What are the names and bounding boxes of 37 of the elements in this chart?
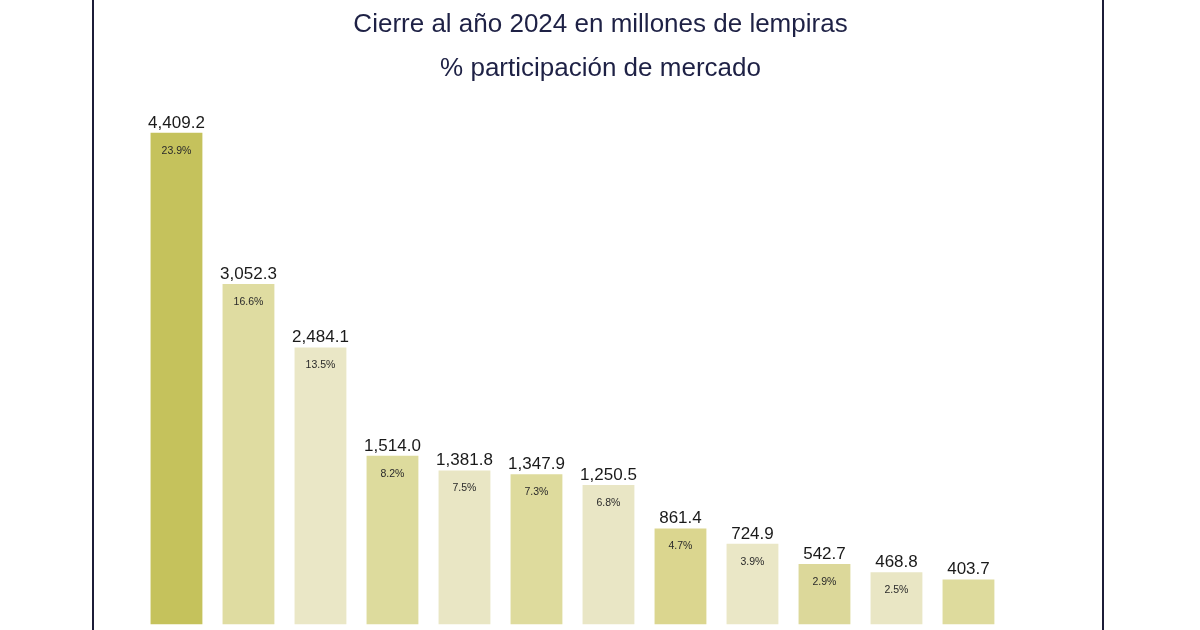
data-label: 1,514.0 [364,435,421,455]
data-label: 1,381.8 [436,450,493,470]
bar [582,485,635,625]
bar [942,579,995,625]
annotation: 16.6% [233,295,264,308]
chart-subtitle: % participación de mercado [440,51,761,82]
data-label: 542.7 [803,543,846,563]
annotation: 2.9% [812,574,837,587]
bar [150,132,203,625]
data-label: 724.9 [731,523,774,543]
annotation: 8.2% [380,466,405,479]
bar [222,284,275,625]
data-label: 2,484.1 [292,327,349,347]
data-label: 3,052.3 [220,264,277,284]
annotation: 3.9% [740,554,765,567]
annotation: 13.5% [305,358,336,371]
annotation: 23.9% [161,143,192,156]
bar [438,470,491,625]
annotation: 6.8% [596,496,621,509]
bar [366,455,419,625]
bar [294,347,347,625]
annotation: 4.7% [668,539,693,552]
data-label: 861.4 [659,508,702,528]
data-label: 4,409.2 [148,112,205,132]
annotation: 7.5% [452,481,477,494]
bar [726,543,779,625]
chart-title: Cierre al año 2024 en millones de lempiras [353,7,848,38]
data-label: 1,250.5 [580,465,637,485]
data-label: 1,347.9 [508,454,565,474]
data-label: 468.8 [875,552,918,572]
annotation: 2.5% [884,583,909,596]
annotation: 7.3% [524,485,549,498]
bar [798,563,851,625]
bar [654,528,707,625]
bar [870,572,923,625]
data-label: 403.7 [947,559,990,579]
bar [510,474,563,625]
